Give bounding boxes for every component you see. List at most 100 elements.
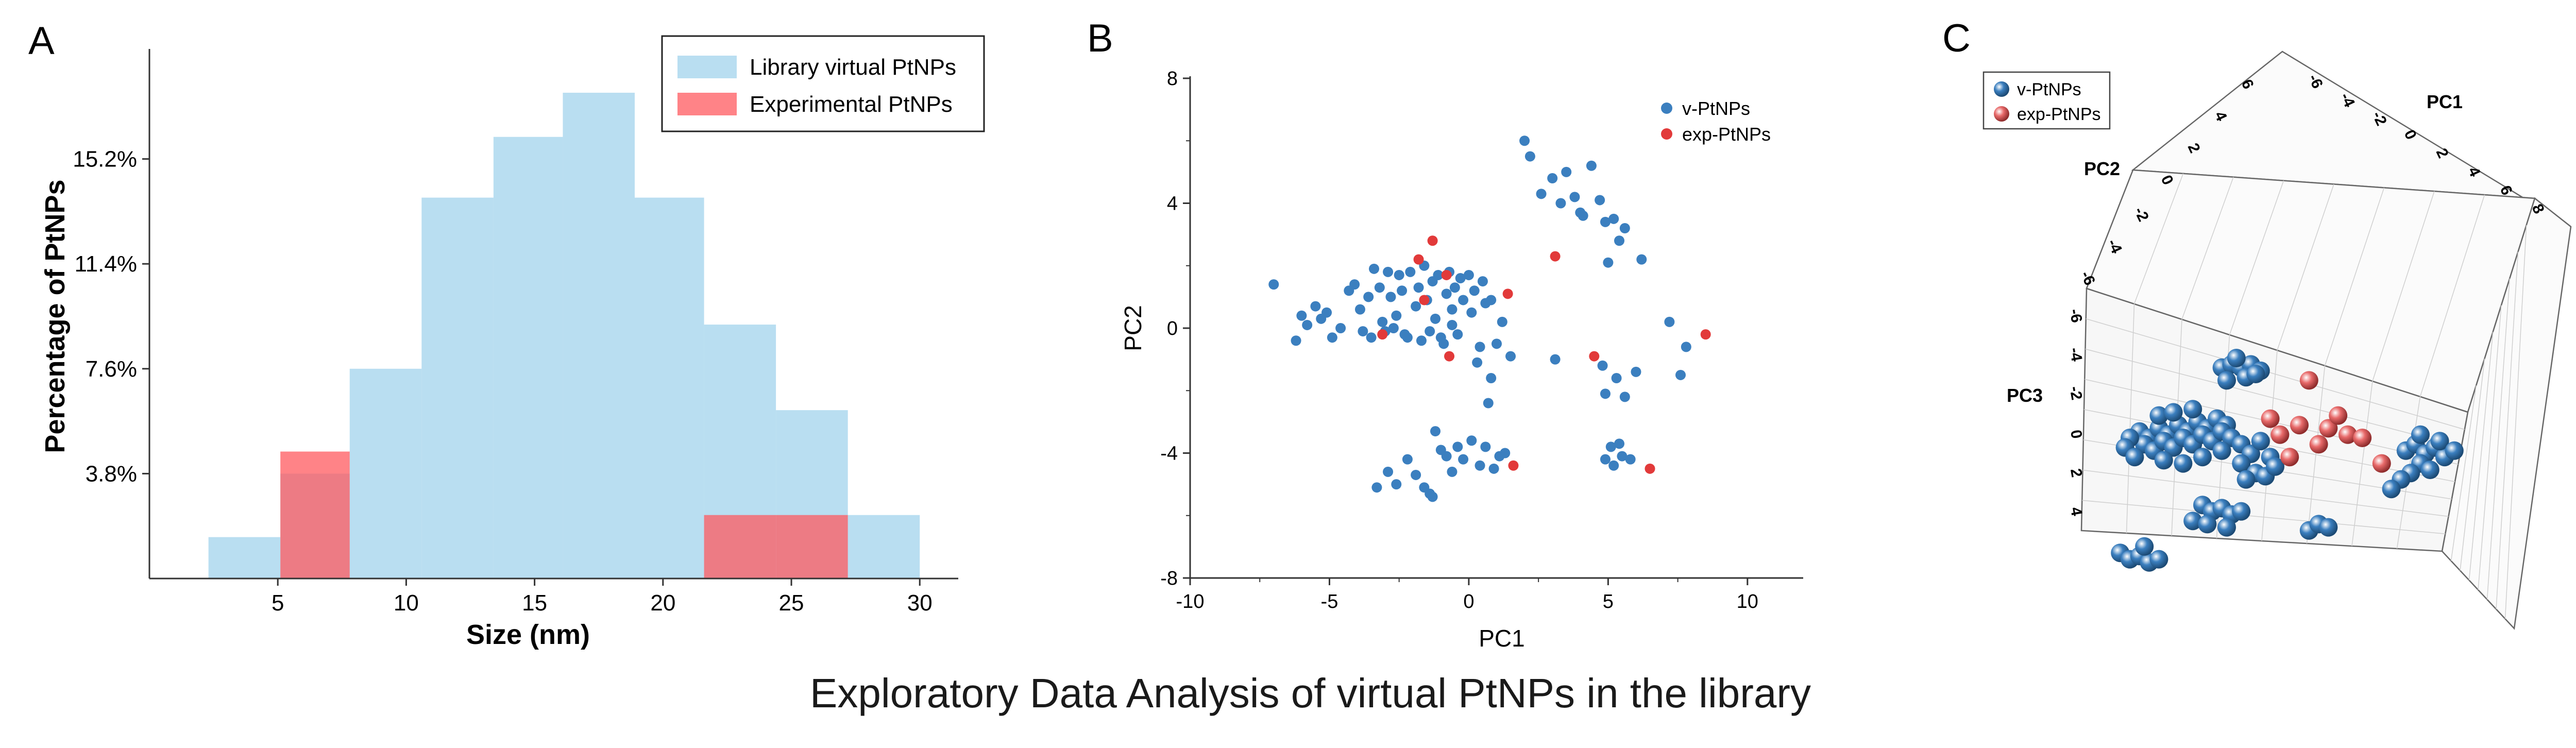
data-point [2280, 448, 2299, 467]
data-point [1441, 269, 1452, 280]
data-point [1268, 279, 1279, 290]
data-point [1483, 398, 1494, 409]
data-point [2329, 406, 2348, 425]
data-point [1425, 326, 1435, 337]
grid-line [2351, 381, 2373, 547]
legend-label: v-PtNPs [2017, 80, 2081, 99]
data-point [2232, 454, 2251, 473]
data-point [1608, 213, 1619, 224]
axis-title-pc2: PC2 [2084, 158, 2120, 179]
data-point [1433, 269, 1444, 280]
data-point [2227, 349, 2246, 367]
data-point [1477, 276, 1488, 287]
x-tick-label: 25 [779, 590, 804, 616]
y-tick-label: -4 [1160, 443, 1178, 465]
x-tick-label: 5 [1603, 591, 1614, 613]
grid-line [2082, 469, 2449, 517]
data-point [1354, 304, 1365, 315]
data-point [1597, 360, 1608, 371]
data-point [1435, 332, 1446, 343]
data-point [1475, 460, 1485, 471]
data-point [1441, 288, 1452, 299]
data-point [1302, 319, 1313, 330]
data-point [2411, 425, 2430, 444]
data-point [1586, 160, 1597, 171]
panel-a-histogram: A 5 10 15 20 25 30 3.8% 7.6% 11.4% 15.2% Size (nm) P… [28, 19, 985, 650]
data-point [1561, 166, 1572, 177]
data-point [1463, 269, 1474, 280]
data-point [2261, 409, 2280, 428]
axis-title-pc1: PC1 [2427, 91, 2463, 112]
grid-line [2372, 191, 2435, 382]
histogram-bar [349, 368, 422, 579]
histogram-bar [848, 515, 920, 579]
data-point [1419, 295, 1430, 305]
data-point [2149, 406, 2168, 425]
data-point [1595, 195, 1605, 206]
y-axis-title: Percentage of PtNPs [40, 179, 71, 453]
data-point [2353, 429, 2372, 447]
grid-line [2486, 278, 2510, 600]
grid-line [2504, 225, 2527, 619]
data-point [1605, 441, 1616, 452]
data-point [1391, 479, 1402, 490]
data-point [1405, 266, 1416, 277]
data-point [2174, 454, 2193, 473]
data-point [1675, 369, 1686, 380]
y-axis-title: PC2 [1120, 305, 1146, 351]
data-point [2183, 512, 2202, 531]
data-point [1480, 441, 1491, 452]
grid-line [2496, 251, 2519, 609]
data-point [2198, 515, 2217, 534]
data-point [2149, 550, 2168, 569]
data-point [1469, 285, 1480, 296]
data-point [1505, 351, 1516, 362]
legend-swatch [677, 56, 737, 78]
y-tick-label: 0 [1167, 318, 1178, 339]
data-point [1327, 332, 1337, 343]
data-point [1600, 388, 1611, 399]
grid-line [2324, 188, 2385, 366]
data-point [2164, 403, 2183, 422]
y-tick-label: 11.4% [75, 251, 138, 277]
data-point [1427, 491, 1438, 502]
data-point [1492, 338, 1502, 349]
data-point [1472, 357, 1483, 368]
data-point [1411, 301, 1421, 312]
data-point [1452, 441, 1463, 452]
data-point [1555, 198, 1566, 209]
grid-line [2277, 184, 2334, 351]
data-point [2299, 371, 2318, 390]
data-point [1335, 323, 1346, 333]
grid-line [2083, 409, 2455, 482]
data-point [2430, 432, 2449, 451]
y-tick-label: 3.8% [86, 461, 137, 486]
data-point [2270, 425, 2290, 444]
x-tick-label: 20 [650, 590, 675, 616]
legend: Library virtual PtNPs Experimental PtNPs [661, 35, 985, 132]
data-point [1536, 189, 1547, 199]
data-point [1296, 310, 1307, 321]
legend-marker [1994, 81, 2009, 97]
x-tick-label: 15 [522, 590, 547, 616]
data-point [1397, 285, 1408, 296]
panel-c-3d-scatter: CPC1PC2PC3-6-4-2024686420-2-4-6-6-4-2024… [1942, 16, 2572, 630]
grid-line [2450, 385, 2477, 561]
data-point [1447, 466, 1458, 477]
data-point [2338, 425, 2357, 444]
data-point [1466, 307, 1477, 318]
data-point [1452, 329, 1463, 340]
x-tick-label: 10 [394, 590, 419, 616]
x-tick-label: 10 [1737, 591, 1758, 613]
data-point [1645, 463, 1655, 474]
data-point [1466, 435, 1477, 446]
panel-letter-b: B [1087, 16, 1113, 60]
data-point [1441, 451, 1452, 462]
data-point [2251, 432, 2270, 451]
histogram-bar [280, 451, 350, 579]
data-point [1664, 316, 1675, 327]
data-point [1385, 292, 1396, 302]
data-point [1508, 460, 1519, 471]
data-point [2135, 537, 2154, 556]
